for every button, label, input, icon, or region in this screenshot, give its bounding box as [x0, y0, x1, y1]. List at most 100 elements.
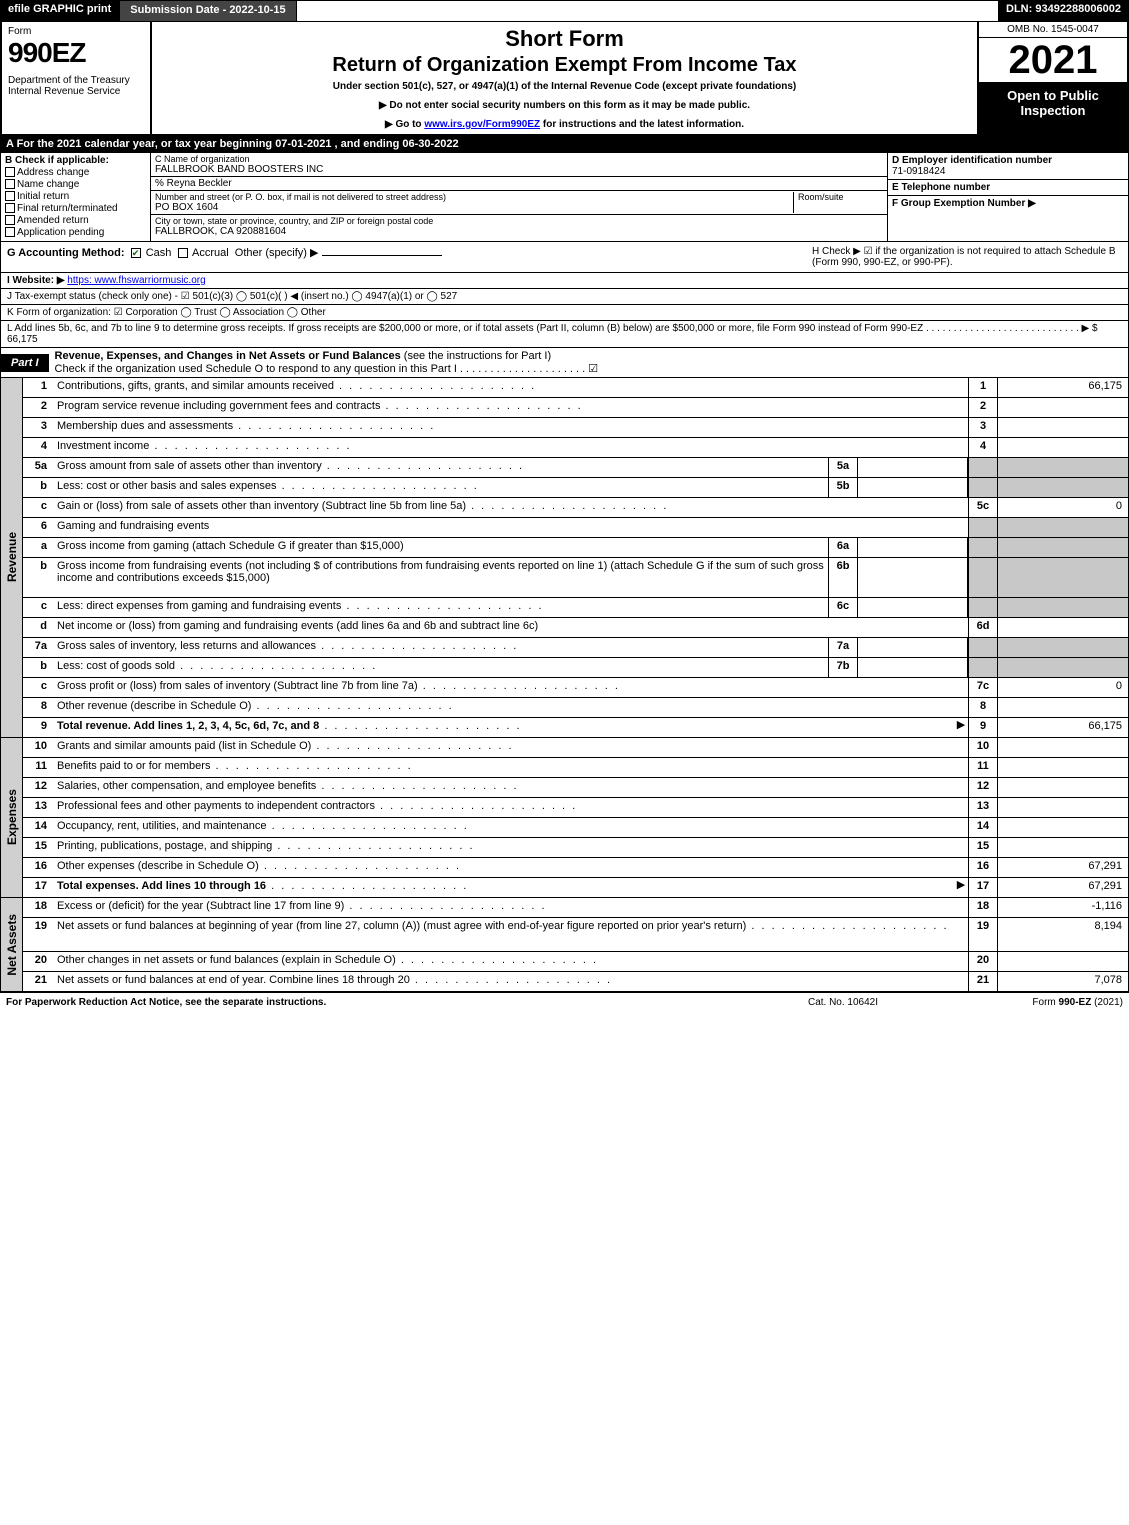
ein-value: 71-0918424	[892, 166, 1124, 177]
addr-label: Number and street (or P. O. box, if mail…	[155, 192, 793, 202]
netassets-tab: Net Assets	[1, 898, 23, 992]
col-b: B Check if applicable: Address change Na…	[1, 153, 151, 241]
line-21: 21Net assets or fund balances at end of …	[23, 972, 1128, 992]
instr-goto: ▶ Go to www.irs.gov/Form990EZ for instru…	[160, 119, 969, 130]
dln-label: DLN: 93492288006002	[998, 0, 1129, 22]
city-cell: City or town, state or province, country…	[151, 215, 887, 238]
form-title: Return of Organization Exempt From Incom…	[160, 54, 969, 77]
addr-value: PO BOX 1604	[155, 202, 793, 213]
chk-pending[interactable]: Application pending	[5, 227, 146, 238]
part1-header: Part I Revenue, Expenses, and Changes in…	[0, 348, 1129, 378]
line-11: 11Benefits paid to or for members11	[23, 758, 1128, 778]
line-13: 13Professional fees and other payments t…	[23, 798, 1128, 818]
revenue-tab: Revenue	[1, 378, 23, 738]
ein-label: D Employer identification number	[892, 155, 1124, 166]
part1-grid: Revenue 1Contributions, gifts, grants, a…	[0, 378, 1129, 992]
city-label: City or town, state or province, country…	[155, 216, 883, 226]
arrow-icon	[954, 878, 968, 897]
line-6a: aGross income from gaming (attach Schedu…	[23, 538, 1128, 558]
line-7a: 7aGross sales of inventory, less returns…	[23, 638, 1128, 658]
line-16: 16Other expenses (describe in Schedule O…	[23, 858, 1128, 878]
row-l-amount: 66,175	[7, 334, 38, 345]
line-10: 10Grants and similar amounts paid (list …	[23, 738, 1128, 758]
footer-center: Cat. No. 10642I	[743, 997, 943, 1008]
part1-title: Revenue, Expenses, and Changes in Net As…	[49, 348, 1128, 377]
line-2: 2Program service revenue including gover…	[23, 398, 1128, 418]
chk-name-change[interactable]: Name change	[5, 179, 146, 190]
line-8: 8Other revenue (describe in Schedule O)8	[23, 698, 1128, 718]
footer-right: Form 990-EZ (2021)	[943, 997, 1123, 1008]
g-label: G Accounting Method:	[7, 247, 125, 259]
row-g: G Accounting Method: Cash Accrual Other …	[0, 242, 1129, 273]
top-bar: efile GRAPHIC print Submission Date - 20…	[0, 0, 1129, 22]
chk-cash[interactable]	[131, 248, 141, 258]
line-6b: bGross income from fundraising events (n…	[23, 558, 1128, 598]
chk-address-change[interactable]: Address change	[5, 167, 146, 178]
open-to-public: Open to Public Inspection	[979, 82, 1127, 134]
col-b-header: B Check if applicable:	[5, 155, 146, 166]
dept-label: Department of the Treasury Internal Reve…	[8, 75, 144, 97]
page-footer: For Paperwork Reduction Act Notice, see …	[0, 992, 1129, 1012]
city-value: FALLBROOK, CA 920881604	[155, 226, 883, 237]
chk-accrual[interactable]	[178, 248, 188, 258]
submission-date: Submission Date - 2022-10-15	[119, 0, 296, 22]
line-14: 14Occupancy, rent, utilities, and mainte…	[23, 818, 1128, 838]
chk-amended[interactable]: Amended return	[5, 215, 146, 226]
line-12: 12Salaries, other compensation, and empl…	[23, 778, 1128, 798]
website-label: I Website: ▶	[7, 275, 65, 286]
grp-label: F Group Exemption Number ▶	[892, 198, 1124, 209]
row-i: I Website: ▶ https: www.fhswarriormusic.…	[0, 273, 1129, 289]
line-1: 1Contributions, gifts, grants, and simil…	[23, 378, 1128, 398]
org-name-cell: C Name of organization FALLBROOK BAND BO…	[151, 153, 887, 177]
footer-left: For Paperwork Reduction Act Notice, see …	[6, 997, 743, 1008]
website-link[interactable]: https: www.fhswarriormusic.org	[67, 275, 205, 286]
line-7b: bLess: cost of goods sold7b	[23, 658, 1128, 678]
irs-link[interactable]: www.irs.gov/Form990EZ	[424, 119, 540, 130]
line-5c: cGain or (loss) from sale of assets othe…	[23, 498, 1128, 518]
instr-goto-pre: ▶ Go to	[385, 119, 424, 130]
org-name: FALLBROOK BAND BOOSTERS INC	[155, 164, 883, 175]
row-a-tax-year: A For the 2021 calendar year, or tax yea…	[0, 136, 1129, 152]
form-label: Form	[8, 26, 144, 37]
header-center: Short Form Return of Organization Exempt…	[152, 22, 977, 134]
line-5a: 5aGross amount from sale of assets other…	[23, 458, 1128, 478]
line-20: 20Other changes in net assets or fund ba…	[23, 952, 1128, 972]
col-d: D Employer identification number 71-0918…	[888, 153, 1128, 241]
grp-cell: F Group Exemption Number ▶	[888, 196, 1128, 211]
revenue-group: Revenue 1Contributions, gifts, grants, a…	[1, 378, 1128, 738]
line-7c: cGross profit or (loss) from sales of in…	[23, 678, 1128, 698]
tax-year: 2021	[979, 38, 1127, 82]
room-label: Room/suite	[798, 192, 883, 202]
line-15: 15Printing, publications, postage, and s…	[23, 838, 1128, 858]
line-6: 6Gaming and fundraising events	[23, 518, 1128, 538]
line-9: 9Total revenue. Add lines 1, 2, 3, 4, 5c…	[23, 718, 1128, 738]
form-header: Form 990EZ Department of the Treasury In…	[0, 22, 1129, 136]
header-right: OMB No. 1545-0047 2021 Open to Public In…	[977, 22, 1127, 134]
addr-cell: Number and street (or P. O. box, if mail…	[151, 191, 887, 215]
efile-label[interactable]: efile GRAPHIC print	[0, 0, 119, 22]
other-specify-line[interactable]	[322, 255, 442, 256]
line-3: 3Membership dues and assessments3	[23, 418, 1128, 438]
line-5b: bLess: cost or other basis and sales exp…	[23, 478, 1128, 498]
ein-cell: D Employer identification number 71-0918…	[888, 153, 1128, 180]
line-6d: dNet income or (loss) from gaming and fu…	[23, 618, 1128, 638]
row-k: K Form of organization: ☑ Corporation ◯ …	[0, 305, 1129, 321]
accounting-method: G Accounting Method: Cash Accrual Other …	[7, 246, 812, 268]
topbar-spacer	[297, 0, 998, 22]
chk-final-return[interactable]: Final return/terminated	[5, 203, 146, 214]
omb-number: OMB No. 1545-0047	[979, 22, 1127, 38]
line-4: 4Investment income4	[23, 438, 1128, 458]
part1-tab: Part I	[1, 354, 49, 372]
instr-goto-post: for instructions and the latest informat…	[540, 119, 744, 130]
netassets-group: Net Assets 18Excess or (deficit) for the…	[1, 898, 1128, 992]
arrow-icon	[954, 718, 968, 737]
instr-ssn: ▶ Do not enter social security numbers o…	[160, 100, 969, 111]
line-18: 18Excess or (deficit) for the year (Subt…	[23, 898, 1128, 918]
row-j: J Tax-exempt status (check only one) - ☑…	[0, 289, 1129, 305]
line-17: 17Total expenses. Add lines 10 through 1…	[23, 878, 1128, 898]
tel-cell: E Telephone number	[888, 180, 1128, 196]
form-number: 990EZ	[8, 37, 144, 69]
short-form-title: Short Form	[160, 26, 969, 52]
row-l-text: L Add lines 5b, 6c, and 7b to line 9 to …	[7, 323, 1098, 334]
chk-initial-return[interactable]: Initial return	[5, 191, 146, 202]
